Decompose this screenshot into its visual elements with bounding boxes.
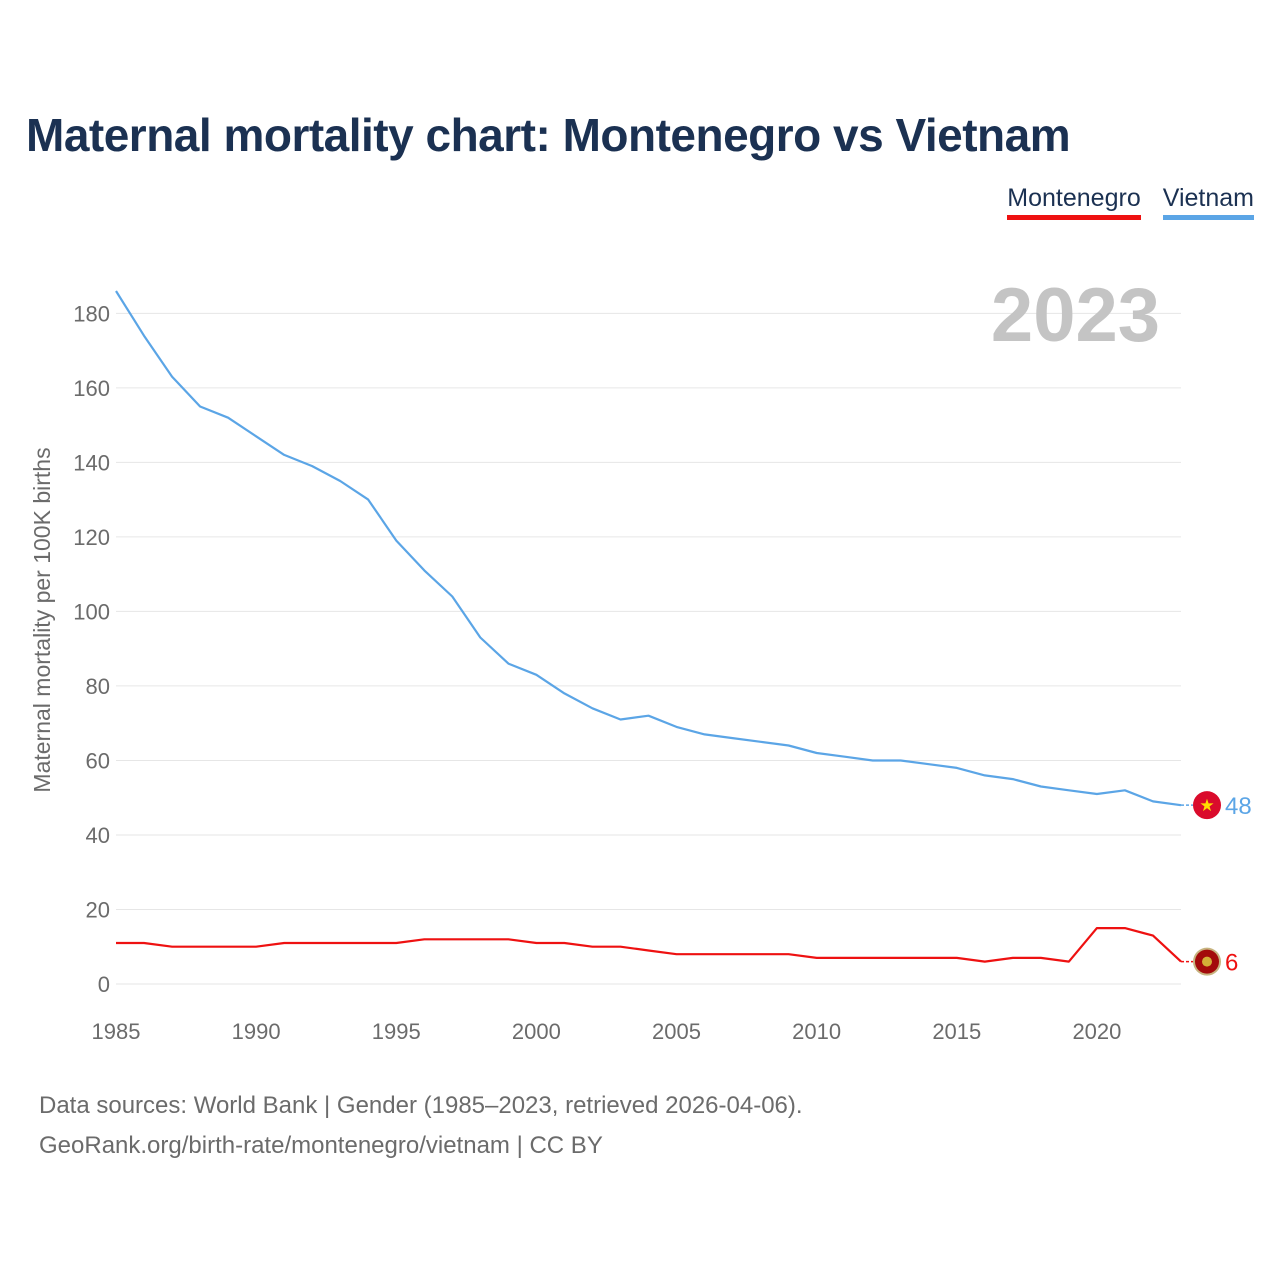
y-tick-label: 60 — [86, 748, 110, 773]
x-tick-label: 1985 — [92, 1019, 141, 1044]
y-tick-label: 140 — [73, 450, 110, 475]
y-tick-label: 20 — [86, 897, 110, 922]
y-tick-label: 40 — [86, 823, 110, 848]
series-line-vietnam — [115, 290, 1182, 807]
data-source-note: Data sources: World Bank | Gender (1985–… — [39, 1092, 803, 1119]
x-tick-label: 2015 — [932, 1019, 981, 1044]
y-tick-label: 180 — [73, 301, 110, 326]
footer: Data sources: World Bank | Gender (1985–… — [39, 1086, 803, 1166]
y-tick-label: 0 — [98, 972, 110, 997]
x-tick-label: 2000 — [512, 1019, 561, 1044]
x-tick-label: 2005 — [652, 1019, 701, 1044]
y-axis-ticks: 0 20 40 60 80 100 120 140 160 180 — [73, 301, 110, 997]
end-value-label-vietnam: 48 — [1225, 793, 1252, 820]
year-watermark: 2023 — [991, 273, 1160, 358]
x-tick-label: 1990 — [232, 1019, 281, 1044]
x-tick-label: 2010 — [792, 1019, 841, 1044]
x-tick-label: 1995 — [372, 1019, 421, 1044]
source-link[interactable]: GeoRank.org/birth-rate/montenegro/vietna… — [39, 1132, 603, 1159]
flag-icon-vietnam: ★ — [1193, 791, 1221, 820]
y-tick-label: 160 — [73, 376, 110, 401]
y-axis-label: Maternal mortality per 100K births — [29, 447, 55, 792]
svg-text:★: ★ — [1199, 796, 1214, 815]
series-lines — [115, 290, 1182, 963]
legend-item-montenegro[interactable]: Montenegro — [1007, 184, 1141, 220]
legend-item-vietnam[interactable]: Vietnam — [1162, 184, 1254, 220]
y-tick-label: 100 — [73, 599, 110, 624]
series-line-montenegro — [116, 926, 1182, 963]
legend: Montenegro Vietnam — [1007, 184, 1254, 220]
x-tick-label: 2020 — [1072, 1019, 1121, 1044]
flag-icon-montenegro — [1193, 947, 1221, 976]
x-axis-ticks: 1985 1990 1995 2000 2005 2010 2015 2020 — [92, 1019, 1122, 1044]
y-tick-label: 120 — [73, 525, 110, 550]
end-markers: 6 ★ 48 — [1181, 791, 1252, 977]
chart-title: Maternal mortality chart: Montenegro vs … — [26, 109, 1071, 161]
y-tick-label: 80 — [86, 674, 110, 699]
end-value-label-montenegro: 6 — [1225, 950, 1238, 977]
gridlines — [116, 312, 1181, 985]
